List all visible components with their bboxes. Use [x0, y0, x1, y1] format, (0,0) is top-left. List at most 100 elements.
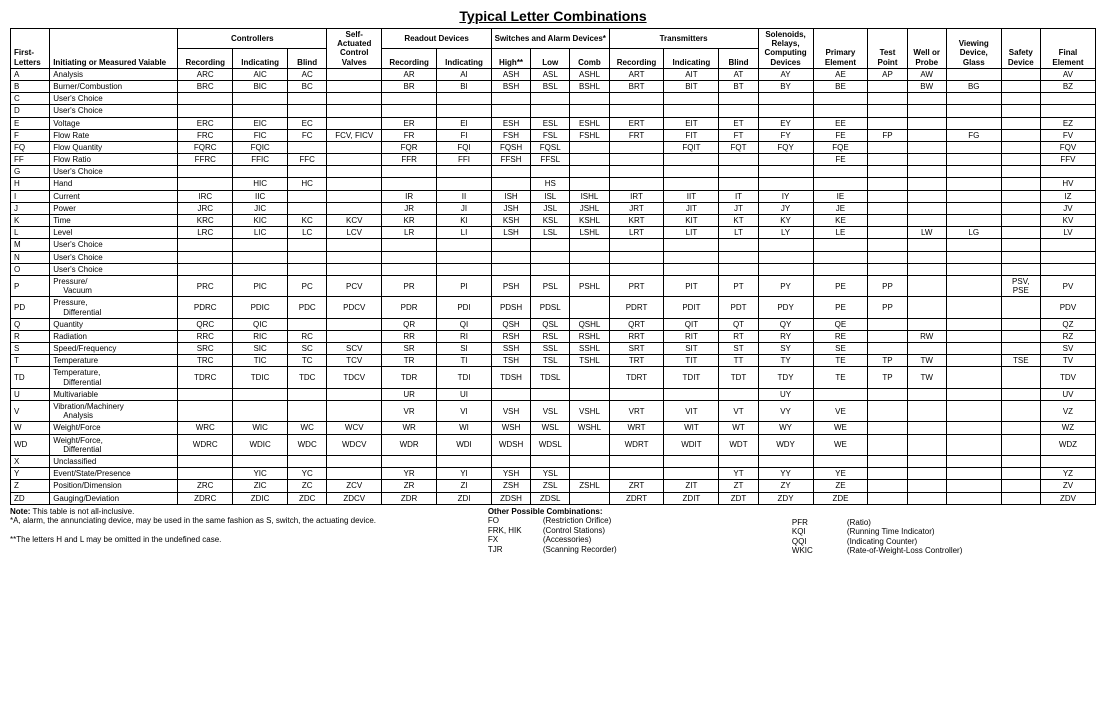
- cell-value: SR: [382, 343, 437, 355]
- header-first-letters: First-Letters: [11, 29, 50, 69]
- cell-value: JY: [758, 202, 813, 214]
- cell-value: ZSHL: [570, 480, 609, 492]
- cell-value: PDRC: [178, 297, 233, 318]
- cell-value: RIT: [664, 330, 719, 342]
- cell-value: [233, 251, 288, 263]
- cell-variable: Event/State/Presence: [50, 468, 178, 480]
- cell-value: PCV: [327, 275, 382, 296]
- cell-value: FQSL: [531, 141, 570, 153]
- cell-value: [570, 297, 609, 318]
- cell-value: [570, 367, 609, 388]
- cell-first-letter: R: [11, 330, 50, 342]
- cell-value: TSHL: [570, 355, 609, 367]
- cell-value: PRT: [609, 275, 664, 296]
- cell-value: FFIC: [233, 154, 288, 166]
- cell-value: FFV: [1040, 154, 1095, 166]
- cell-value: WIT: [664, 422, 719, 434]
- cell-variable: Power: [50, 202, 178, 214]
- cell-value: PDC: [288, 297, 327, 318]
- cell-value: [813, 105, 868, 117]
- cell-value: FFI: [437, 154, 492, 166]
- cell-variable: Analysis: [50, 68, 178, 80]
- cell-value: [288, 141, 327, 153]
- cell-value: II: [437, 190, 492, 202]
- cell-value: LRC: [178, 227, 233, 239]
- cell-value: [868, 239, 907, 251]
- cell-value: [327, 388, 382, 400]
- cell-value: [178, 178, 233, 190]
- cell-value: WRC: [178, 422, 233, 434]
- cell-value: FQV: [1040, 141, 1095, 153]
- cell-first-letter: K: [11, 215, 50, 227]
- cell-first-letter: J: [11, 202, 50, 214]
- cell-value: [437, 166, 492, 178]
- cell-value: [382, 251, 437, 263]
- cell-value: [1040, 251, 1095, 263]
- cell-value: JRT: [609, 202, 664, 214]
- note-line: *A, alarm, the annunciating device, may …: [10, 516, 488, 526]
- cell-value: ZE: [813, 480, 868, 492]
- cell-value: VR: [382, 401, 437, 422]
- cell-value: [758, 251, 813, 263]
- cell-value: [609, 251, 664, 263]
- table-row: PPressure/VacuumPRCPICPCPCVPRPIPSHPSLPSH…: [11, 275, 1096, 296]
- table-row: XUnclassified: [11, 455, 1096, 467]
- cell-value: VRT: [609, 401, 664, 422]
- cell-value: [288, 251, 327, 263]
- cell-value: [664, 468, 719, 480]
- cell-value: QT: [719, 318, 758, 330]
- cell-value: [946, 263, 1001, 275]
- cell-value: [868, 105, 907, 117]
- cell-value: YC: [288, 468, 327, 480]
- header-tx-blind: Blind: [719, 48, 758, 68]
- combo-line: TJR(Scanning Recorder): [488, 545, 792, 555]
- cell-value: [907, 492, 946, 504]
- cell-first-letter: ZD: [11, 492, 50, 504]
- cell-value: QI: [437, 318, 492, 330]
- cell-value: RI: [437, 330, 492, 342]
- cell-value: [570, 468, 609, 480]
- cell-value: YSL: [531, 468, 570, 480]
- cell-variable: Flow Quantity: [50, 141, 178, 153]
- cell-value: PDR: [382, 297, 437, 318]
- cell-value: PSL: [531, 275, 570, 296]
- cell-value: [758, 239, 813, 251]
- header-scv: Self-Actuated Control Valves: [327, 29, 382, 69]
- cell-value: FQSH: [491, 141, 530, 153]
- cell-value: ASL: [531, 68, 570, 80]
- cell-value: FQI: [437, 141, 492, 153]
- cell-value: RR: [382, 330, 437, 342]
- cell-variable: Unclassified: [50, 455, 178, 467]
- cell-value: [570, 178, 609, 190]
- cell-value: IIT: [664, 190, 719, 202]
- cell-value: [907, 117, 946, 129]
- cell-value: [907, 202, 946, 214]
- cell-value: WT: [719, 422, 758, 434]
- cell-value: FE: [813, 129, 868, 141]
- table-row: BBurner/CombustionBRCBICBCBRBIBSHBSLBSHL…: [11, 80, 1096, 92]
- cell-value: AW: [907, 68, 946, 80]
- cell-value: [1001, 178, 1040, 190]
- cell-value: [868, 455, 907, 467]
- cell-value: [664, 105, 719, 117]
- cell-value: [946, 330, 1001, 342]
- cell-value: WDRC: [178, 434, 233, 455]
- cell-value: [178, 388, 233, 400]
- cell-value: LC: [288, 227, 327, 239]
- cell-value: [327, 141, 382, 153]
- group-header-row: First-Letters Initiating or Measured Vai…: [11, 29, 1096, 49]
- cell-value: [178, 166, 233, 178]
- cell-value: WDC: [288, 434, 327, 455]
- cell-value: [1040, 455, 1095, 467]
- cell-value: [1001, 239, 1040, 251]
- cell-value: [868, 93, 907, 105]
- cell-value: LE: [813, 227, 868, 239]
- cell-value: LSHL: [570, 227, 609, 239]
- cell-value: [719, 93, 758, 105]
- cell-value: [327, 330, 382, 342]
- cell-value: [946, 215, 1001, 227]
- cell-value: [609, 105, 664, 117]
- cell-value: [382, 93, 437, 105]
- cell-value: [1001, 202, 1040, 214]
- cell-value: WDSL: [531, 434, 570, 455]
